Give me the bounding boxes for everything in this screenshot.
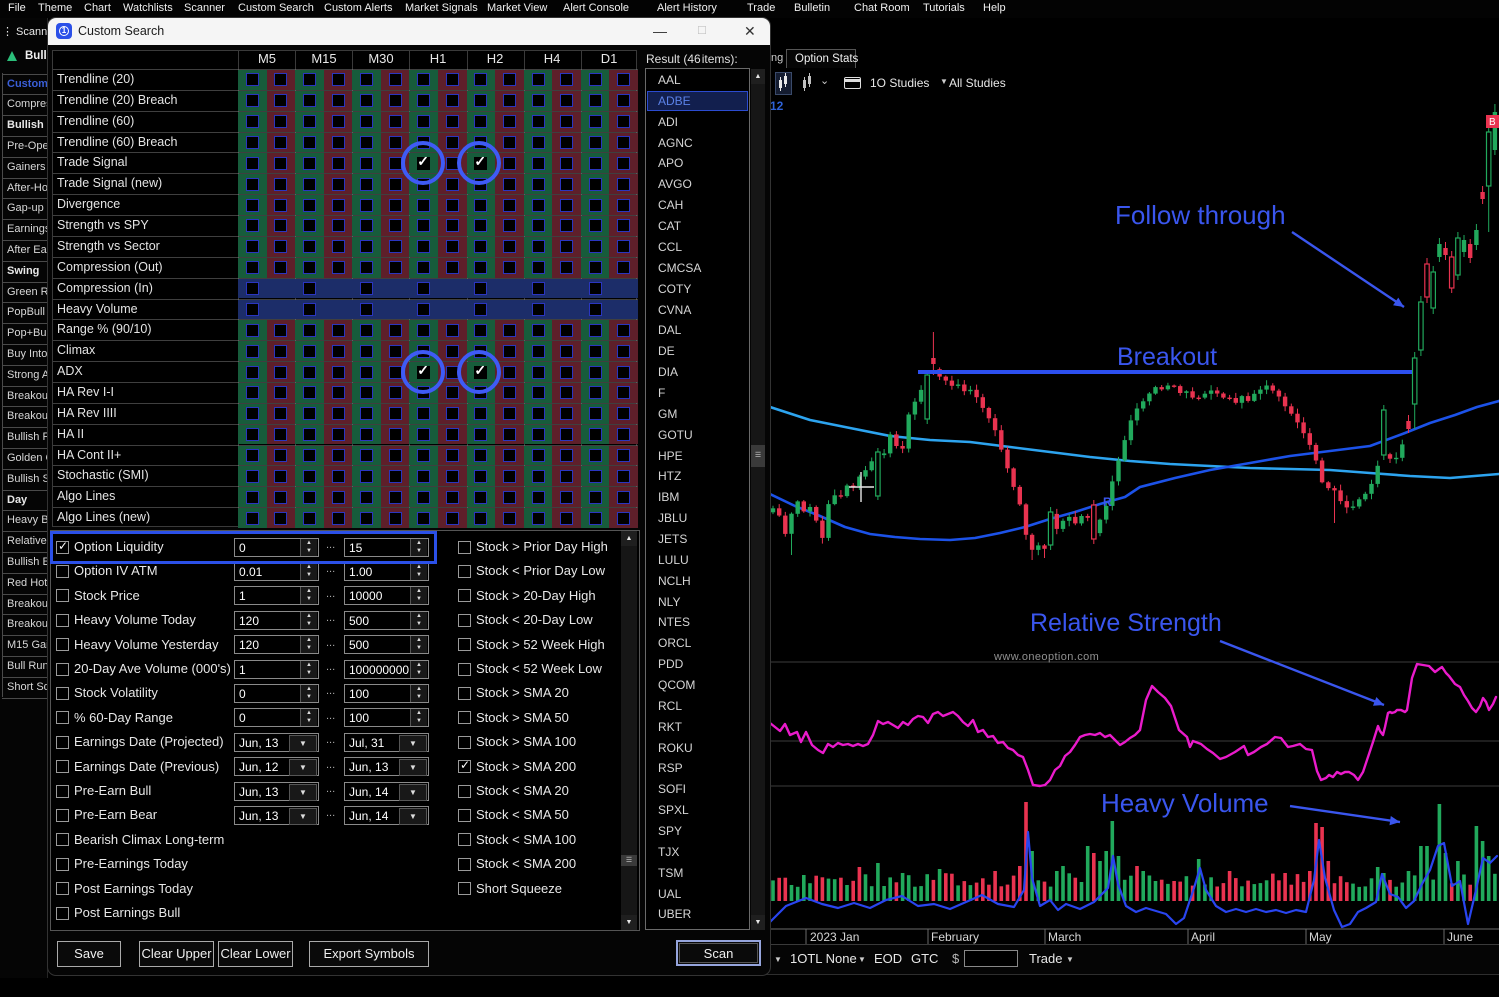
svg-text:Breakout: Breakout (1117, 343, 1217, 371)
svg-text:April: April (1191, 930, 1215, 944)
svg-text:Follow through: Follow through (1115, 200, 1286, 230)
svg-text:February: February (931, 930, 979, 944)
svg-text:June: June (1447, 930, 1473, 944)
svg-text:R: R (1103, 495, 1112, 509)
svg-text:B: B (1489, 117, 1496, 128)
svg-text:May: May (1309, 930, 1332, 944)
svg-text:www.oneoption.com: www.oneoption.com (993, 651, 1099, 663)
svg-text:Heavy Volume: Heavy Volume (1101, 788, 1269, 818)
svg-text:2023 Jan: 2023 Jan (810, 930, 859, 944)
svg-text:Relative Strength: Relative Strength (1030, 609, 1222, 637)
svg-text:March: March (1048, 930, 1081, 944)
